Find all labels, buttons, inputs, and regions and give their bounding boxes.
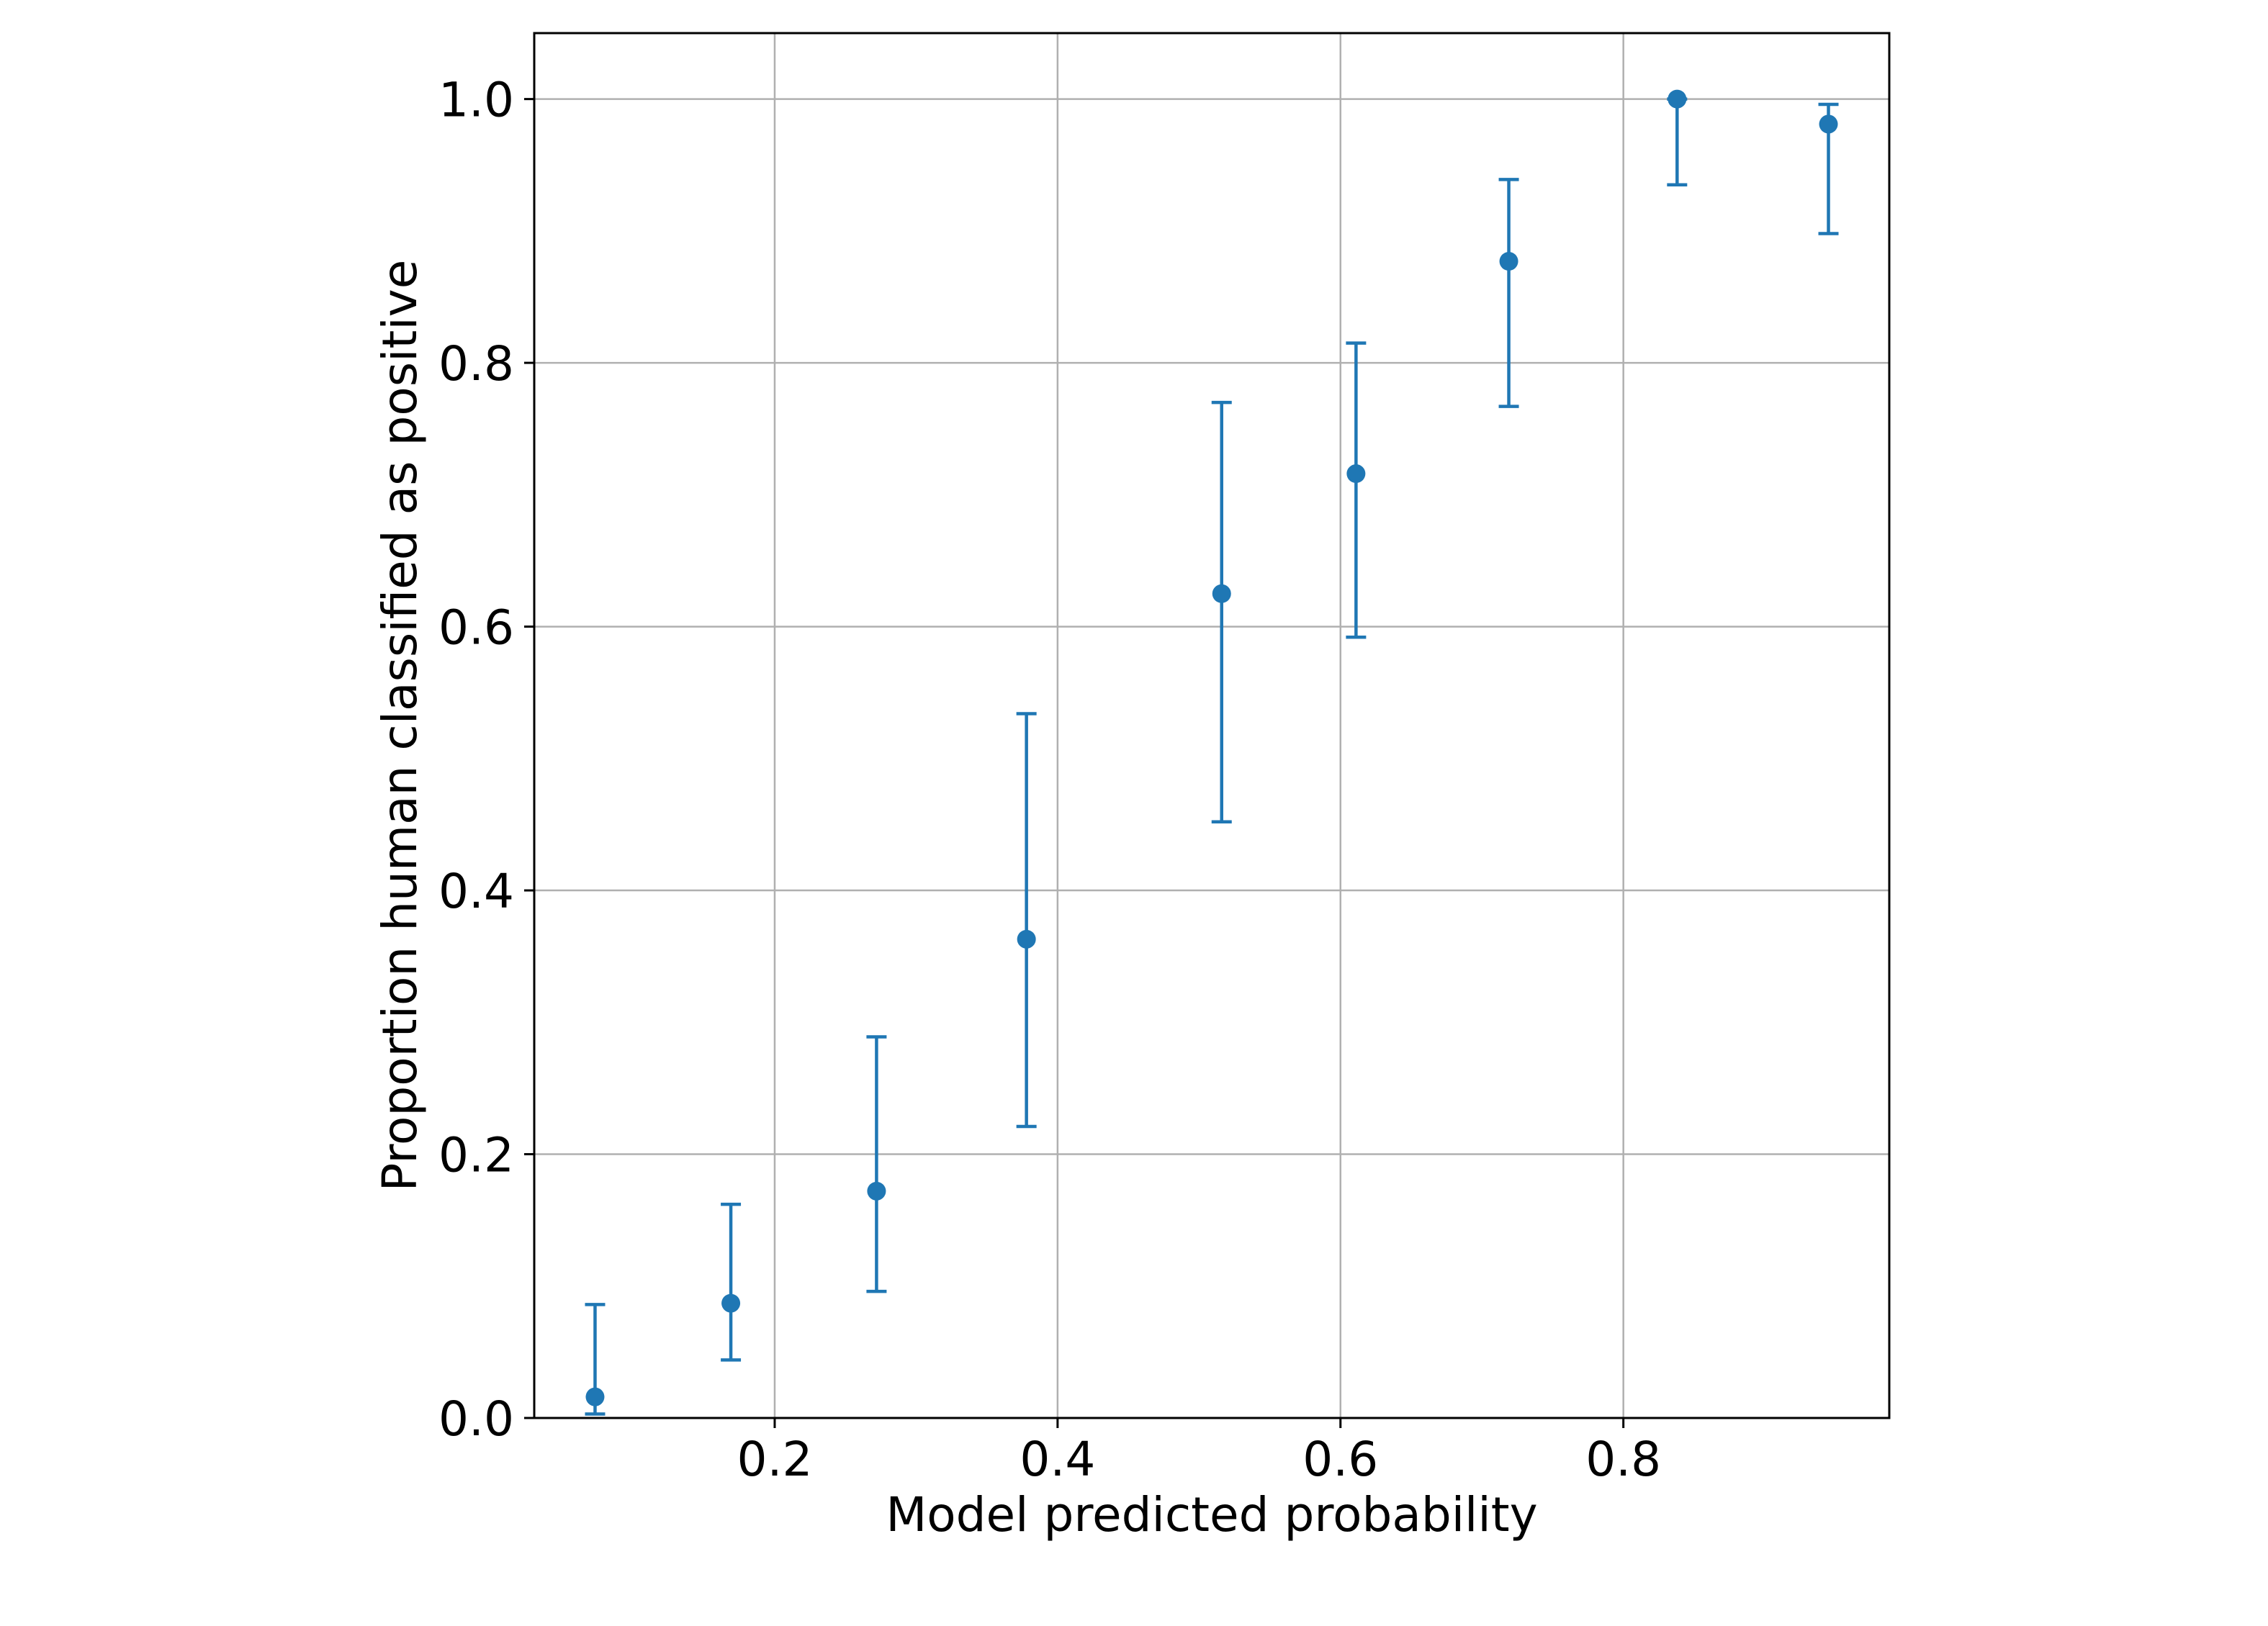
data-point [721,1293,741,1313]
y-axis-label: Proportion human classified as positive [372,260,428,1192]
y-tick-label: 1.0 [438,73,514,128]
data-point [585,1387,605,1406]
y-tick-label: 0.4 [438,864,514,919]
x-axis-label: Model predicted probability [886,1487,1537,1543]
x-axis-ticks: 0.2 0.4 0.6 0.8 [737,1418,1661,1487]
data-point [1499,252,1518,271]
data-point [1346,464,1366,484]
y-tick-label: 0.6 [438,600,514,656]
data-points [585,89,1838,1406]
y-tick-label: 0.8 [438,336,514,392]
y-tick-label: 0.2 [438,1128,514,1183]
x-tick-label: 0.8 [1585,1432,1661,1487]
y-tick-label: 0.0 [438,1391,514,1447]
data-point [1819,114,1838,134]
plot-frame [533,32,1891,1419]
x-tick-label: 0.6 [1302,1432,1378,1487]
data-point [1017,929,1036,949]
data-point [1668,89,1687,109]
x-tick-label: 0.2 [737,1432,812,1487]
data-point [1212,584,1231,603]
y-axis-ticks: 0.0 0.2 0.4 0.6 0.8 1.0 [438,73,534,1447]
data-point [867,1181,886,1201]
x-tick-label: 0.4 [1020,1432,1095,1487]
